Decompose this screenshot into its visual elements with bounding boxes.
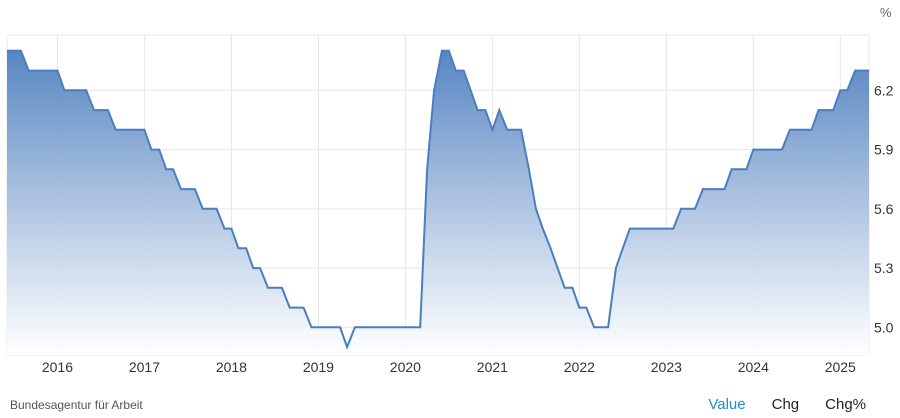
x-tick-label: 2017 bbox=[129, 359, 160, 375]
y-tick-label: 6.2 bbox=[874, 82, 894, 98]
y-tick-label: 5.9 bbox=[874, 142, 894, 158]
y-tick-label: 5.6 bbox=[874, 201, 894, 217]
series-area bbox=[7, 50, 869, 356]
series-line bbox=[7, 49, 869, 350]
x-tick-label: 2025 bbox=[825, 359, 856, 375]
unit-label: % bbox=[880, 5, 892, 20]
value-button[interactable]: Value bbox=[708, 396, 746, 413]
x-axis-ticks: 2016 2017 2018 2019 2020 2021 2022 2023 2024 2025 bbox=[42, 359, 856, 375]
x-tick-label: 2021 bbox=[477, 359, 508, 375]
chg-button[interactable]: Chg bbox=[771, 396, 800, 413]
chart-area: 2016 2017 2018 2019 2020 2021 2022 2023 2024 2025… bbox=[6, 5, 894, 375]
chg-percent-button[interactable]: Chg% bbox=[825, 396, 866, 413]
y-tick-label: 5.3 bbox=[874, 260, 894, 276]
y-axis-ticks: 5.0 5.3 5.6 5.9 6.2 bbox=[874, 82, 894, 335]
footer-buttons: Value Chg Chg% bbox=[708, 396, 866, 413]
y-tick-label: 5.0 bbox=[874, 319, 894, 335]
x-tick-label: 2020 bbox=[390, 359, 421, 375]
x-tick-label: 2023 bbox=[651, 359, 682, 375]
x-tick-label: 2019 bbox=[303, 359, 334, 375]
x-tick-label: 2022 bbox=[564, 359, 595, 375]
x-tick-label: 2024 bbox=[738, 359, 769, 375]
x-tick-label: 2016 bbox=[42, 359, 73, 375]
x-tick-label: 2018 bbox=[216, 359, 247, 375]
source-label: Bundesagentur für Arbeit bbox=[10, 398, 143, 412]
